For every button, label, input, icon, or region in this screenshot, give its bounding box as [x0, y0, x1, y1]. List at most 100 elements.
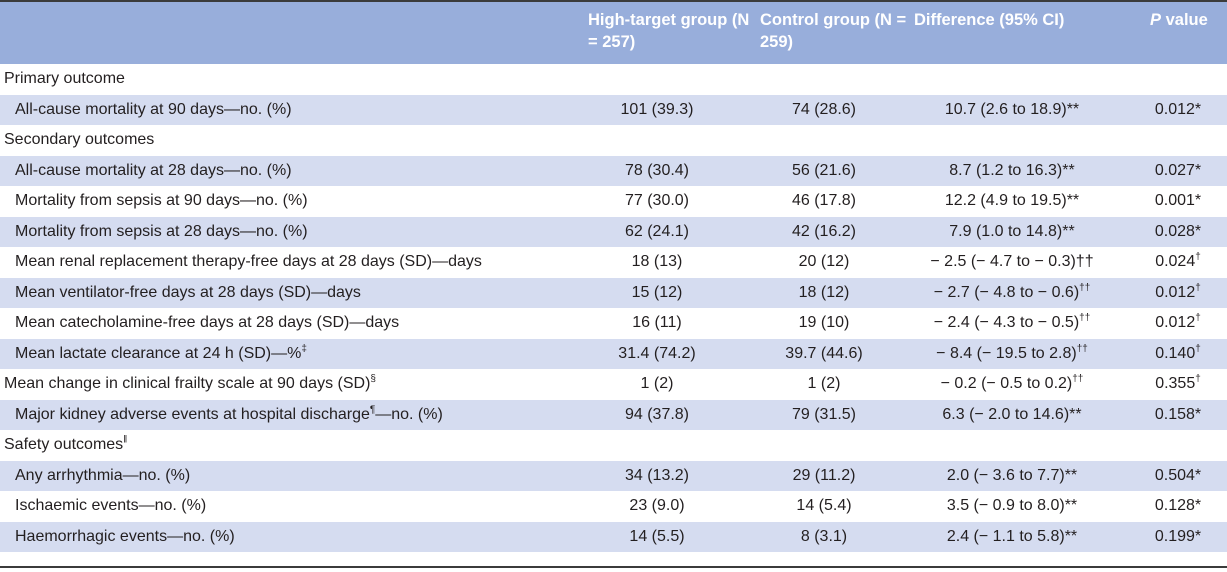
control-value: 18 (12) [798, 283, 850, 301]
difference-value: − 8.4 (− 19.5 to 2.8)†† [936, 343, 1088, 362]
difference-footnote: †† [1076, 343, 1088, 355]
row-label: Safety outcomes‖ [4, 434, 128, 453]
label-footnote: ¶ [369, 404, 376, 416]
p-value: 0.012† [1155, 312, 1201, 331]
difference-value: 10.7 (2.6 to 18.9)** [944, 100, 1080, 118]
p-value: 0.001* [1154, 192, 1202, 209]
bottom-rule [0, 566, 1227, 568]
p-value: 0.027* [1154, 161, 1202, 179]
control-value: 1 (2) [807, 375, 841, 392]
row-label: All-cause mortality at 90 days—no. (%) [15, 100, 292, 118]
label-footnote: § [370, 373, 376, 385]
high-target-value: 78 (30.4) [624, 161, 690, 179]
section-primary: Primary outcome [0, 64, 1227, 95]
row-label: Any arrhythmia—no. (%) [15, 466, 191, 484]
p-value-footnote: † [1195, 282, 1201, 294]
table-row: Major kidney adverse events at hospital … [0, 399, 1227, 430]
p-value-footnote: † [1195, 373, 1201, 385]
label-footnote: ‖ [123, 434, 128, 446]
difference-value: − 0.2 (− 0.5 to 0.2)†† [940, 373, 1084, 392]
difference-value: 8.7 (1.2 to 16.3)** [949, 161, 1075, 179]
difference-value: 2.0 (− 3.6 to 7.7)** [946, 466, 1078, 484]
difference-footnote: †† [1079, 312, 1091, 324]
p-value: 0.024† [1155, 251, 1201, 270]
header-p-letter: P [1150, 11, 1162, 29]
header-high-target: High-target group (N = 257) [588, 11, 750, 51]
table-row: Mortality from sepsis at 90 days—no. (%)… [0, 186, 1227, 217]
table-row: Mean catecholamine-free days at 28 days … [0, 308, 1227, 339]
header-p-value: P value [1150, 9, 1225, 31]
section-secondary: Secondary outcomes [0, 125, 1227, 156]
p-value: 0.128* [1154, 497, 1202, 514]
header-p-rest: value [1161, 11, 1208, 29]
p-value: 0.028* [1154, 222, 1202, 240]
table-row: Mean renal replacement therapy-free days… [0, 247, 1227, 278]
high-target-value: 15 (12) [631, 283, 683, 301]
table-row: Ischaemic events—no. (%) 23 (9.0) 14 (5.… [0, 491, 1227, 522]
p-value: 0.504* [1154, 466, 1202, 484]
control-value: 42 (16.2) [791, 222, 857, 240]
high-target-value: 16 (11) [632, 314, 682, 331]
difference-value: 2.4 (− 1.1 to 5.8)** [946, 527, 1078, 545]
table-row: Mean change in clinical frailty scale at… [0, 369, 1227, 400]
high-target-value: 101 (39.3) [620, 100, 694, 118]
control-value: 79 (31.5) [791, 405, 857, 423]
row-label: All-cause mortality at 28 days—no. (%) [15, 161, 292, 179]
row-label: Haemorrhagic events—no. (%) [15, 527, 235, 545]
difference-value: 6.3 (− 2.0 to 14.6)** [942, 405, 1082, 423]
table-row: Mortality from sepsis at 28 days—no. (%)… [0, 216, 1227, 247]
row-label: Mortality from sepsis at 28 days—no. (%) [15, 222, 308, 240]
row-label: Mean renal replacement therapy-free days… [15, 253, 482, 270]
difference-value: − 2.5 (− 4.7 to − 0.3)†† [930, 253, 1094, 270]
high-target-value: 62 (24.1) [624, 222, 690, 240]
control-value: 29 (11.2) [792, 466, 856, 484]
control-value: 19 (10) [798, 314, 850, 331]
section-safety: Safety outcomes‖ [0, 430, 1227, 461]
row-label: Mean lactate clearance at 24 h (SD)—%‡ [15, 343, 307, 362]
difference-value: − 2.4 (− 4.3 to − 0.5)†† [933, 312, 1091, 331]
control-value: 56 (21.6) [791, 161, 857, 179]
control-value: 39.7 (44.6) [785, 344, 863, 362]
row-label: Mean catecholamine-free days at 28 days … [15, 314, 400, 331]
p-value: 0.199* [1154, 527, 1202, 545]
control-value: 14 (5.4) [796, 497, 852, 514]
p-value: 0.355† [1155, 373, 1201, 392]
top-rule [0, 0, 1227, 2]
outcomes-table: High-target group (N = 257) Control grou… [0, 0, 1227, 552]
p-value-footnote: † [1195, 251, 1201, 263]
row-label: Mean change in clinical frailty scale at… [4, 373, 376, 392]
control-value: 74 (28.6) [791, 100, 857, 118]
p-value-footnote: † [1195, 312, 1201, 324]
control-value: 46 (17.8) [791, 192, 857, 209]
difference-value: 7.9 (1.0 to 14.8)** [949, 222, 1075, 240]
row-label: Major kidney adverse events at hospital … [15, 404, 443, 423]
high-target-value: 23 (9.0) [629, 497, 685, 514]
table-row: Mean ventilator-free days at 28 days (SD… [0, 277, 1227, 308]
difference-value: 12.2 (4.9 to 19.5)** [944, 192, 1080, 209]
p-value: 0.012* [1154, 100, 1202, 118]
difference-footnote: †† [1072, 373, 1084, 385]
control-value: 8 (3.1) [800, 527, 848, 545]
row-label: Ischaemic events—no. (%) [15, 497, 207, 514]
row-label: Secondary outcomes [4, 131, 155, 148]
table-row: All-cause mortality at 28 days—no. (%) 7… [0, 155, 1227, 186]
header-control: Control group (N = 259) [760, 11, 907, 51]
table-header: High-target group (N = 257) Control grou… [0, 2, 1227, 64]
table-row: Any arrhythmia—no. (%) 34 (13.2) 29 (11.… [0, 460, 1227, 491]
high-target-value: 18 (13) [631, 253, 683, 270]
p-value: 0.012† [1155, 282, 1201, 301]
difference-value: − 2.7 (− 4.8 to − 0.6)†† [933, 282, 1091, 301]
table-row: Haemorrhagic events—no. (%) 14 (5.5) 8 (… [0, 521, 1227, 552]
difference-footnote: †† [1079, 282, 1091, 294]
high-target-value: 1 (2) [640, 375, 674, 392]
high-target-value: 34 (13.2) [624, 466, 690, 484]
p-value: 0.140† [1155, 343, 1201, 362]
p-value: 0.158* [1154, 405, 1202, 423]
label-footnote: ‡ [301, 343, 307, 355]
high-target-value: 77 (30.0) [624, 192, 690, 209]
header-difference: Difference (95% CI) [914, 11, 1065, 29]
difference-value: 3.5 (− 0.9 to 8.0)** [946, 497, 1078, 514]
table-row: All-cause mortality at 90 days—no. (%) 1… [0, 94, 1227, 125]
high-target-value: 31.4 (74.2) [618, 344, 696, 362]
table-row: Mean lactate clearance at 24 h (SD)—%‡ 3… [0, 338, 1227, 369]
